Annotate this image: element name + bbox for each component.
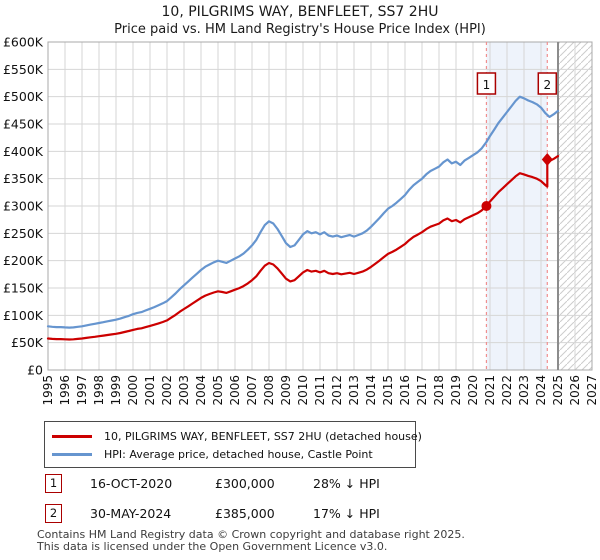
x-axis-tick-label: 2009 [279, 375, 293, 406]
footer-line-1: Contains HM Land Registry data © Crown c… [37, 528, 465, 541]
x-axis-tick-label: 2016 [398, 375, 412, 406]
x-axis-tick-label: 2027 [585, 375, 599, 406]
x-axis-tick-label: 2007 [245, 375, 259, 406]
transaction-2-date: 30-MAY-2024 [90, 506, 172, 521]
x-axis-tick-label: 2011 [313, 375, 327, 406]
price-paid-line [46, 155, 560, 341]
x-axis-tick-label: 2014 [364, 375, 378, 406]
x-axis-tick-label: 2013 [347, 375, 361, 406]
sale-label-box-1 [476, 72, 497, 95]
x-axis-tick-label: 2004 [194, 375, 208, 406]
transaction-2-marker-box: 2 [45, 504, 62, 523]
chart-legend: 10, PILGRIMS WAY, BENFLEET, SS7 2HU (det… [44, 421, 422, 468]
x-axis-tick-label: 2010 [296, 375, 310, 406]
x-axis-tick-label: 2006 [228, 375, 242, 406]
x-axis-tick-label: 2017 [415, 375, 429, 406]
x-axis-tick-label: 2008 [262, 375, 276, 406]
sale-label-text-1: 1 [483, 78, 491, 92]
y-axis-tick-label: £0 [27, 363, 43, 378]
legend-label-price: 10, PILGRIMS WAY, BENFLEET, SS7 2HU (det… [104, 429, 422, 443]
y-axis-tick-label: £100K [3, 308, 44, 323]
x-axis-tick-label: 2015 [381, 375, 395, 406]
hpi-line [46, 95, 560, 329]
page-title: 10, PILGRIMS WAY, BENFLEET, SS7 2HU [161, 4, 439, 20]
x-axis-tick-label: 2018 [432, 375, 446, 406]
y-axis-tick-label: £300K [3, 199, 44, 214]
copyright-footer: Contains HM Land Registry data © Crown c… [37, 529, 465, 553]
x-axis-tick-label: 2022 [500, 375, 514, 406]
sale-label-box-2 [537, 72, 558, 95]
plot-border [47, 41, 593, 371]
x-axis-tick-label: 2019 [449, 375, 463, 406]
hpi-line-swatch [52, 452, 92, 456]
sale-marker-1 [481, 201, 492, 211]
x-axis-tick-label: 2002 [160, 375, 174, 406]
transaction-1-price: £300,000 [215, 476, 275, 491]
y-axis-tick-label: £400K [3, 144, 44, 159]
x-axis-tick-label: 1999 [109, 375, 123, 406]
page-subtitle: Price paid vs. HM Land Registry's House … [114, 22, 486, 37]
x-axis-tick-label: 2005 [211, 375, 225, 406]
x-axis-tick-label: 2026 [568, 375, 582, 406]
transaction-1-date: 16-OCT-2020 [90, 476, 173, 491]
x-axis-tick-label: 1997 [75, 375, 89, 406]
price-line-swatch [52, 434, 92, 438]
transaction-1-marker-box: 1 [45, 474, 62, 493]
y-axis-tick-label: £250K [3, 226, 44, 241]
x-axis-tick-label: 1998 [92, 375, 106, 406]
x-axis-tick-label: 2021 [483, 375, 497, 406]
x-axis-tick-label: 2000 [126, 375, 140, 406]
x-axis-tick-label: 2023 [517, 375, 531, 406]
y-axis-tick-label: £350K [3, 171, 44, 186]
y-axis-tick-label: £50K [11, 335, 44, 350]
x-axis-tick-label: 1995 [41, 375, 55, 406]
y-axis-tick-label: £150K [3, 281, 44, 296]
footer-line-2: This data is licensed under the Open Gov… [37, 540, 388, 553]
x-axis-tick-label: 1996 [58, 375, 72, 406]
transaction-2-price: £385,000 [215, 506, 275, 521]
x-axis-tick-label: 2012 [330, 375, 344, 406]
x-axis-tick-label: 2025 [551, 375, 565, 406]
y-axis-tick-label: £600K [3, 35, 44, 50]
y-axis-tick-label: £200K [3, 253, 44, 268]
legend-item-hpi: HPI: Average price, detached house, Cast… [52, 445, 408, 463]
chart-plot-area: 1 2 £0 £50K £100K £150K £200K £250K £300K £350K £4… [3, 35, 599, 406]
transaction-1-vs-hpi: 28% ↓ HPI [313, 476, 380, 491]
legend-item-price: 10, PILGRIMS WAY, BENFLEET, SS7 2HU (det… [52, 427, 422, 445]
x-axis-tick-label: 2003 [177, 375, 191, 406]
sale-label-text-2: 2 [543, 78, 551, 92]
x-axis-tick-label: 2024 [534, 375, 548, 406]
legend-label-hpi: HPI: Average price, detached house, Cast… [104, 447, 373, 461]
y-axis-tick-label: £450K [3, 117, 44, 132]
transaction-2-vs-hpi: 17% ↓ HPI [313, 506, 380, 521]
y-axis-tick-label: £500K [3, 89, 44, 104]
x-axis-tick-label: 2001 [143, 375, 157, 406]
sale-marker-2 [541, 153, 553, 167]
y-axis-tick-label: £550K [3, 62, 44, 77]
price-history-chart: 1 2 £0 £50K £100K £150K £200K £250K £300K £350K £4… [3, 35, 599, 406]
x-axis-tick-label: 2020 [466, 375, 480, 406]
